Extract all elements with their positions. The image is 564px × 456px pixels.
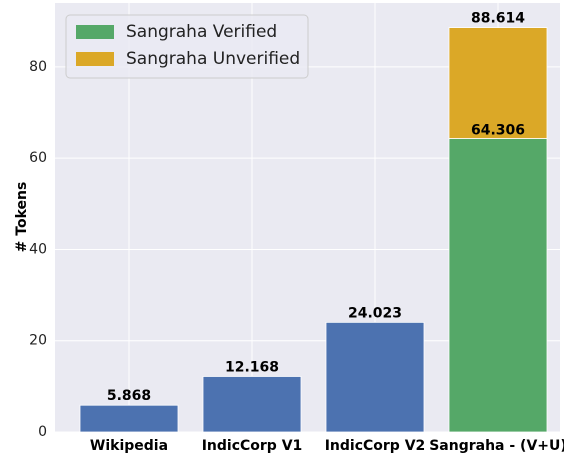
- x-tick-label: Wikipedia: [90, 438, 168, 454]
- data-label: 24.023: [348, 305, 402, 321]
- bar-segment: [448, 27, 548, 139]
- data-label: 5.868: [107, 388, 151, 404]
- bar: [325, 321, 425, 433]
- x-tick-label: IndicCorp V1: [202, 438, 303, 454]
- marks: [79, 27, 548, 433]
- y-tick-label: 60: [29, 150, 47, 166]
- bar: [202, 376, 302, 433]
- legend-swatch: [76, 52, 114, 66]
- bar-segment: [448, 138, 548, 433]
- total-label: 88.614: [471, 11, 525, 27]
- data-label: 12.168: [225, 359, 279, 375]
- y-tick-label: 20: [29, 333, 47, 349]
- x-tick-label: IndicCorp V2: [325, 438, 426, 454]
- legend-label: Sangraha Unverified: [126, 49, 300, 69]
- y-tick-label: 40: [29, 241, 47, 257]
- data-label: 64.306: [471, 123, 525, 139]
- bar: [79, 404, 179, 433]
- y-tick-label: 0: [38, 424, 47, 440]
- legend: [65, 14, 309, 79]
- legend-swatch: [76, 25, 114, 39]
- x-tick-label: Sangraha - (V+U): [429, 438, 564, 454]
- y-axis-label: # Tokens: [14, 182, 30, 253]
- legend-label: Sangraha Verified: [126, 22, 277, 42]
- y-tick-label: 80: [29, 59, 47, 75]
